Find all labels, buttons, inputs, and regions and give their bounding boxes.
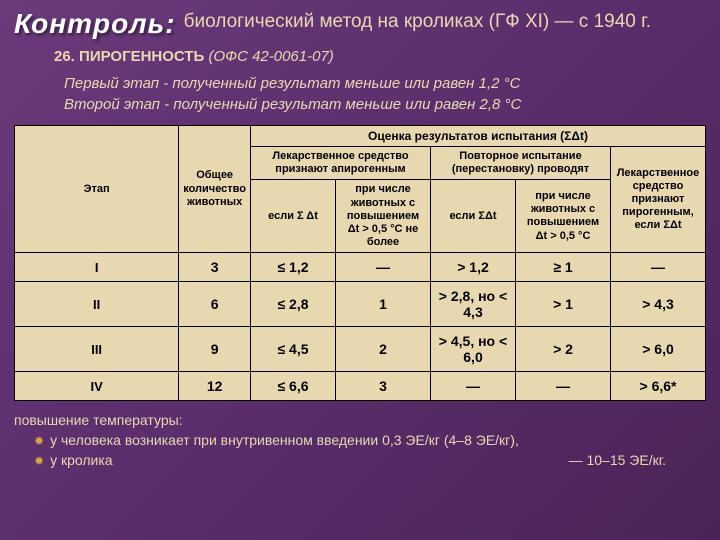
- group3: Лекарственное средство признают пирогенн…: [611, 147, 706, 253]
- etap-block: Первый этап - полученный результат меньш…: [64, 73, 706, 115]
- table-row: I3≤ 1,2—> 1,2≥ 1—: [15, 253, 706, 282]
- group1: Лекарственное средство признают апироген…: [251, 147, 431, 180]
- table-cell: ≤ 2,8: [251, 282, 336, 327]
- bullet-icon: [34, 432, 50, 448]
- table-row: III9≤ 4,52> 4,5, но < 6,0> 2> 6,0: [15, 327, 706, 372]
- table-row: IV12≤ 6,63——> 6,6*: [15, 372, 706, 401]
- table-cell: II: [15, 282, 179, 327]
- col-count: Общее количество животных: [179, 126, 251, 253]
- etap-line2: Второй этап - полученный результат меньш…: [64, 94, 706, 115]
- table-cell: ≥ 1: [516, 253, 611, 282]
- table-cell: > 6,6*: [611, 372, 706, 401]
- col-etap: Этап: [15, 126, 179, 253]
- table-cell: > 2,8, но < 4,3: [431, 282, 516, 327]
- table-cell: ≤ 1,2: [251, 253, 336, 282]
- sub-b: при числе животных с повышением Δt > 0,5…: [336, 180, 431, 253]
- sub-num-caps: ПИРОГЕННОСТЬ: [79, 48, 204, 65]
- table-cell: > 6,0: [611, 327, 706, 372]
- table-cell: 9: [179, 327, 251, 372]
- control-label: Контроль:: [14, 8, 176, 40]
- table-cell: 1: [336, 282, 431, 327]
- table-cell: 12: [179, 372, 251, 401]
- table-cell: 2: [336, 327, 431, 372]
- table-cell: 3: [179, 253, 251, 282]
- th-top: Оценка результатов испытания (ΣΔt): [251, 126, 706, 147]
- table-cell: IV: [15, 372, 179, 401]
- table-cell: > 4,5, но < 6,0: [431, 327, 516, 372]
- footer-line2: у кролика — 10–15 ЭЕ/кг.: [14, 451, 706, 471]
- table-cell: —: [431, 372, 516, 401]
- table-cell: —: [336, 253, 431, 282]
- table-cell: 6: [179, 282, 251, 327]
- footer-line1: у человека возникает при внутривенном вв…: [14, 431, 706, 451]
- table-cell: —: [516, 372, 611, 401]
- results-table: Этап Общее количество животных Оценка ре…: [14, 125, 706, 401]
- table-cell: > 2: [516, 327, 611, 372]
- sub-a: если Σ Δt: [251, 180, 336, 253]
- footer-block: повышение температуры: у человека возник…: [14, 411, 706, 470]
- bullet-icon: [34, 452, 50, 468]
- sub-c: если ΣΔt: [431, 180, 516, 253]
- footer-intro: повышение температуры:: [14, 411, 706, 431]
- group2: Повторное испытание (перестановку) прово…: [431, 147, 611, 180]
- table-cell: III: [15, 327, 179, 372]
- table-cell: > 1: [516, 282, 611, 327]
- table-cell: 3: [336, 372, 431, 401]
- sub-d: при числе животных с повышением Δt > 0,5…: [516, 180, 611, 253]
- table-cell: ≤ 6,6: [251, 372, 336, 401]
- sub-num-paren: (ОФС 42-0061-07): [208, 48, 333, 65]
- table-cell: I: [15, 253, 179, 282]
- table-cell: —: [611, 253, 706, 282]
- etap-line1: Первый этап - полученный результат меньш…: [64, 73, 706, 94]
- table-cell: > 4,3: [611, 282, 706, 327]
- table-cell: ≤ 4,5: [251, 327, 336, 372]
- table-row: II6≤ 2,81> 2,8, но < 4,3> 1> 4,3: [15, 282, 706, 327]
- sub-num-number: 26.: [54, 48, 75, 65]
- table-cell: > 1,2: [431, 253, 516, 282]
- page-title: биологический метод на кроликах (ГФ XI) …: [184, 8, 651, 34]
- subheading: 26. ПИРОГЕННОСТЬ (ОФС 42-0061-07): [54, 48, 706, 65]
